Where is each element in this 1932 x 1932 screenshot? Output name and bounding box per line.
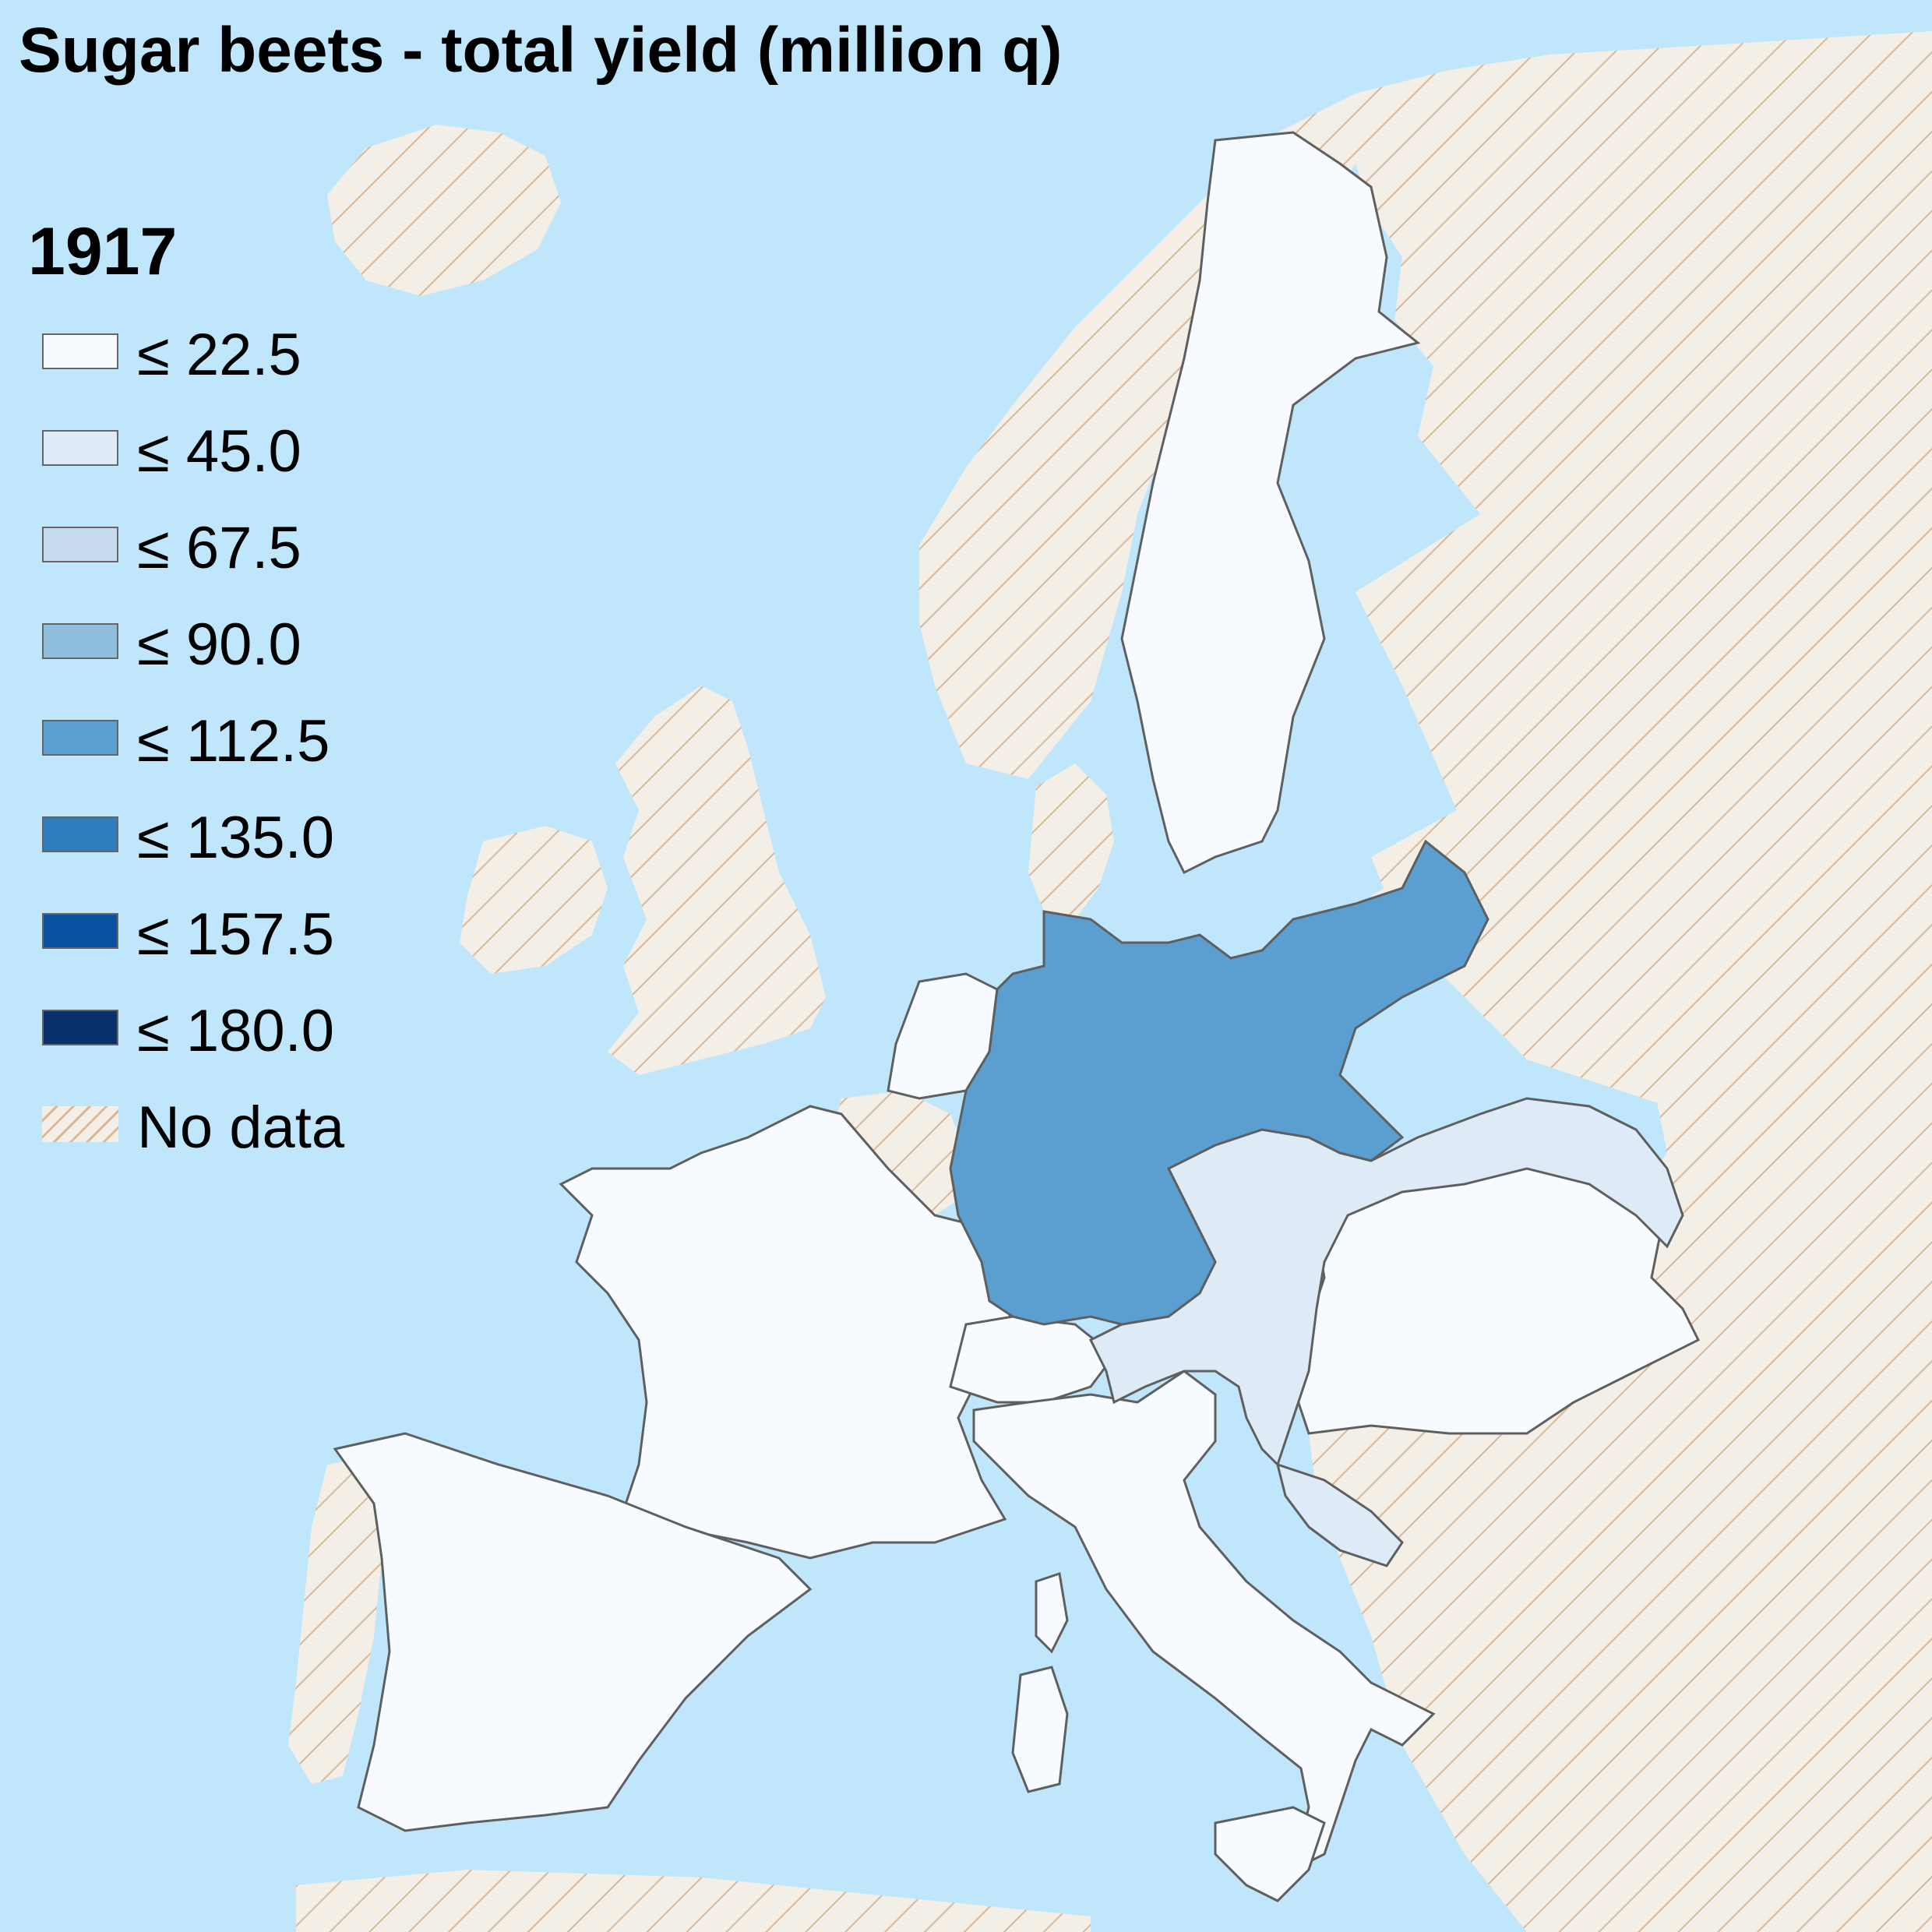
legend-item: ≤ 135.0 (42, 806, 447, 870)
no-data-land (288, 31, 1932, 1932)
legend-swatch (42, 913, 118, 949)
region-austria-hungary (1088, 1097, 1684, 1467)
region-germany (949, 839, 1490, 1326)
map-title: Sugar beets - total yield (million q) (19, 15, 1063, 86)
legend-item: ≤ 45.0 (42, 419, 447, 484)
legend-swatch (42, 527, 118, 562)
legend-label: ≤ 135.0 (137, 805, 335, 871)
legend-swatch (42, 1010, 118, 1045)
legend-swatch (42, 623, 118, 659)
russia-east-shape (1324, 826, 1932, 1932)
legend-item: ≤ 180.0 (42, 999, 447, 1063)
legend-label: ≤ 112.5 (137, 708, 330, 774)
legend-swatch (42, 720, 118, 756)
legend-item: ≤ 90.0 (42, 612, 447, 677)
region-spain (333, 1432, 813, 1832)
region-italy (972, 1370, 1436, 1872)
legend-swatch (42, 333, 118, 369)
region-sardinia (1011, 1666, 1069, 1793)
legend-item: ≤ 112.5 (42, 709, 447, 774)
iceland-shape (327, 125, 561, 296)
region-corsica (1035, 1572, 1069, 1654)
year-label: 1917 (28, 214, 178, 289)
legend-item: ≤ 157.5 (42, 902, 447, 967)
legend-label: ≤ 22.5 (137, 322, 301, 388)
data-regions (333, 131, 1701, 1902)
legend-item: ≤ 22.5 (42, 323, 447, 387)
portugal-shape (288, 1457, 390, 1784)
north-africa-shape (296, 1870, 1091, 1932)
denmark-shape (1028, 763, 1114, 919)
legend-item: ≤ 67.5 (42, 516, 447, 580)
legend-label: ≤ 45.0 (137, 418, 301, 485)
legend-label: ≤ 67.5 (137, 515, 301, 581)
legend-label: No data (137, 1095, 345, 1161)
legend-swatch (42, 430, 118, 466)
scandinavia-north-shape (919, 31, 1932, 1153)
legend-label: ≤ 180.0 (137, 998, 335, 1064)
legend-item: No data (42, 1095, 447, 1160)
legend-swatch (42, 816, 118, 852)
region-sicily (1214, 1806, 1326, 1902)
great-britain-shape (608, 686, 826, 1075)
legend-swatch-no-data (42, 1106, 118, 1142)
legend-label: ≤ 157.5 (137, 901, 335, 968)
belgium-shape (834, 1091, 966, 1215)
region-croatia-coast (1275, 1462, 1404, 1567)
ireland-shape (460, 826, 608, 974)
legend-label: ≤ 90.0 (137, 612, 301, 678)
region-sweden (1120, 131, 1421, 875)
